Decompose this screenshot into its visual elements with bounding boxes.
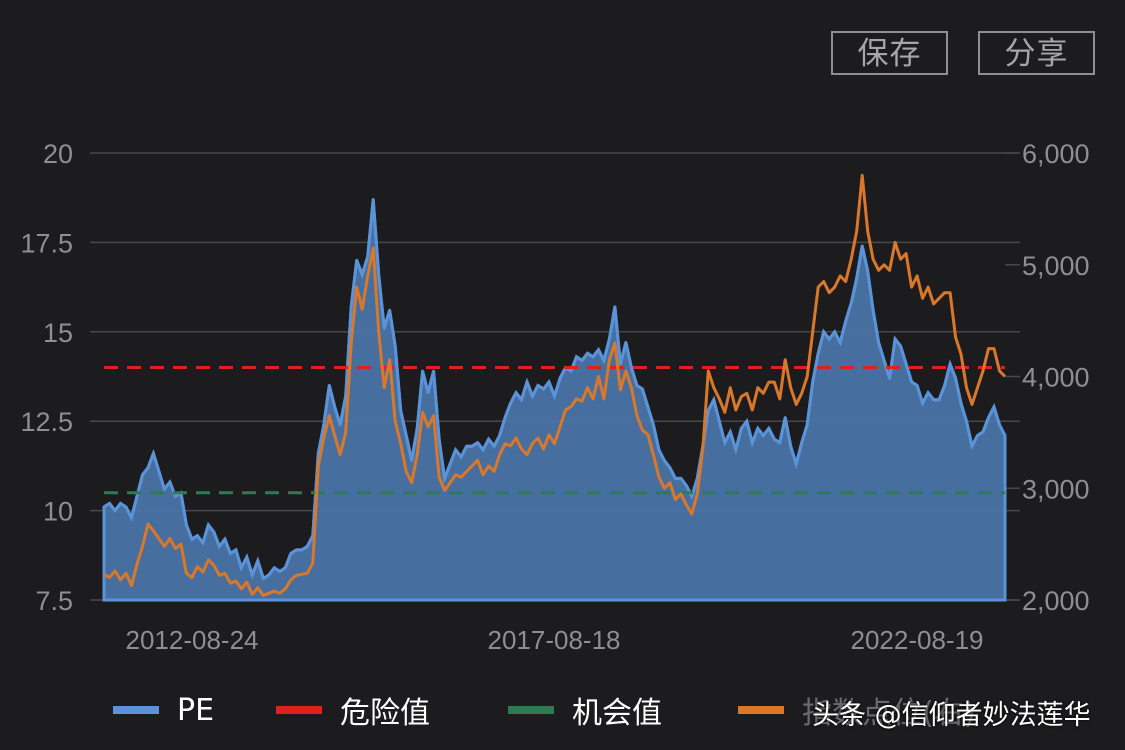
right-y-axis: 2,000 3,000 4,000 5,000 6,000 <box>1022 139 1090 616</box>
left-axis-tick: 12.5 <box>20 407 73 437</box>
right-axis-tick: 4,000 <box>1022 363 1090 393</box>
legend-label: 危险值 <box>340 696 430 731</box>
right-axis-tick: 2,000 <box>1022 586 1090 616</box>
legend-label: 指数点位(右) <box>802 696 976 731</box>
pe-line <box>103 198 1007 580</box>
left-y-axis: 7.5 10 12.5 15 17.5 20 <box>20 139 73 616</box>
left-axis-tick: 7.5 <box>35 586 73 616</box>
pe-index-chart[interactable]: 7.5 10 12.5 15 17.5 20 2,000 3,000 4,000 5,000 6,… <box>0 0 1125 680</box>
x-axis: 2012-08-24 2017-08-18 2022-08-19 <box>126 625 984 655</box>
share-button[interactable]: 分享 <box>978 31 1095 75</box>
x-axis-tick: 2012-08-24 <box>126 625 259 655</box>
right-axis-tick: 6,000 <box>1022 139 1090 169</box>
watermark: 头条 @信仰者妙法莲华 <box>812 700 1091 731</box>
legend-item-opportunity[interactable]: 机会值 <box>508 688 662 732</box>
x-axis-tick: 2017-08-18 <box>488 625 621 655</box>
save-button[interactable]: 保存 <box>831 31 948 75</box>
opportunity-swatch-icon <box>508 706 554 714</box>
left-axis-tick: 10 <box>43 497 73 527</box>
pe-swatch-icon <box>113 706 159 714</box>
x-axis-tick: 2022-08-19 <box>851 625 984 655</box>
index-swatch-icon <box>738 706 784 714</box>
index-line <box>103 173 1007 597</box>
legend-item-pe[interactable]: PE <box>113 688 214 732</box>
pe-area-fill <box>102 199 1007 602</box>
legend-label: 机会值 <box>572 696 662 731</box>
left-axis-tick: 15 <box>43 318 73 348</box>
legend-item-danger[interactable]: 危险值 <box>276 688 430 732</box>
right-axis-tick: 5,000 <box>1022 251 1090 281</box>
left-axis-tick: 20 <box>43 139 73 169</box>
danger-swatch-icon <box>276 706 322 714</box>
legend-label: PE <box>177 692 215 728</box>
left-axis-tick: 17.5 <box>20 228 73 258</box>
chart-legend: PE 危险值 机会值 指数点位(右) <box>0 688 1125 732</box>
legend-item-index[interactable]: 指数点位(右) <box>738 688 975 732</box>
right-axis-tick: 3,000 <box>1022 474 1090 504</box>
